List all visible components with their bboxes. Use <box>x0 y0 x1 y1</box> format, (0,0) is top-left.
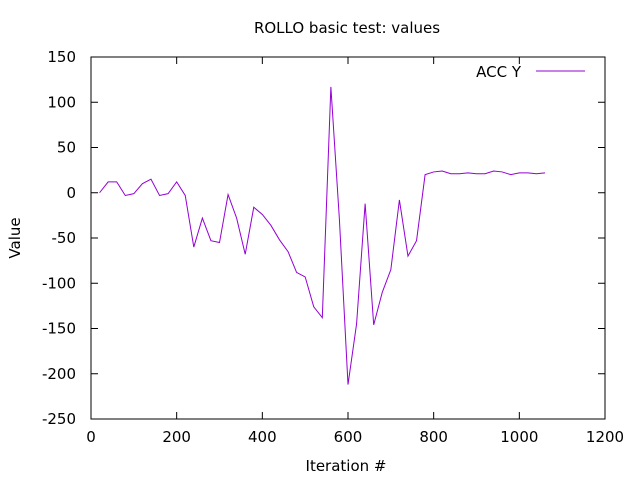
y-tick-label: -100 <box>42 274 76 292</box>
chart-title: ROLLO basic test: values <box>254 19 440 37</box>
y-tick-label: 150 <box>47 48 76 66</box>
x-tick-label: 800 <box>419 428 448 446</box>
y-axis-label: Value <box>6 217 24 258</box>
y-axis: -250 -200 -150 -100 -50 0 50 100 150 <box>42 48 605 428</box>
y-tick-label: 50 <box>57 139 76 157</box>
x-axis: 0 200 400 600 800 1000 1200 <box>86 57 624 446</box>
y-tick-label: -50 <box>52 229 77 247</box>
series-line <box>99 86 546 385</box>
legend-label: ACC Y <box>476 63 522 81</box>
series-layer <box>99 86 546 385</box>
legend: ACC Y <box>476 63 585 81</box>
x-tick-label: 0 <box>86 428 96 446</box>
x-tick-label: 200 <box>162 428 191 446</box>
y-tick-label: -150 <box>42 320 76 338</box>
x-tick-label: 1200 <box>586 428 624 446</box>
x-tick-label: 400 <box>248 428 277 446</box>
x-tick-label: 600 <box>334 428 363 446</box>
y-tick-label: 0 <box>66 184 76 202</box>
y-tick-label: -250 <box>42 410 76 428</box>
x-axis-label: Iteration # <box>306 457 387 475</box>
plot-frame <box>90 56 606 420</box>
x-tick-label: 1000 <box>500 428 538 446</box>
y-tick-label: 100 <box>47 93 76 111</box>
y-tick-label: -200 <box>42 365 76 383</box>
